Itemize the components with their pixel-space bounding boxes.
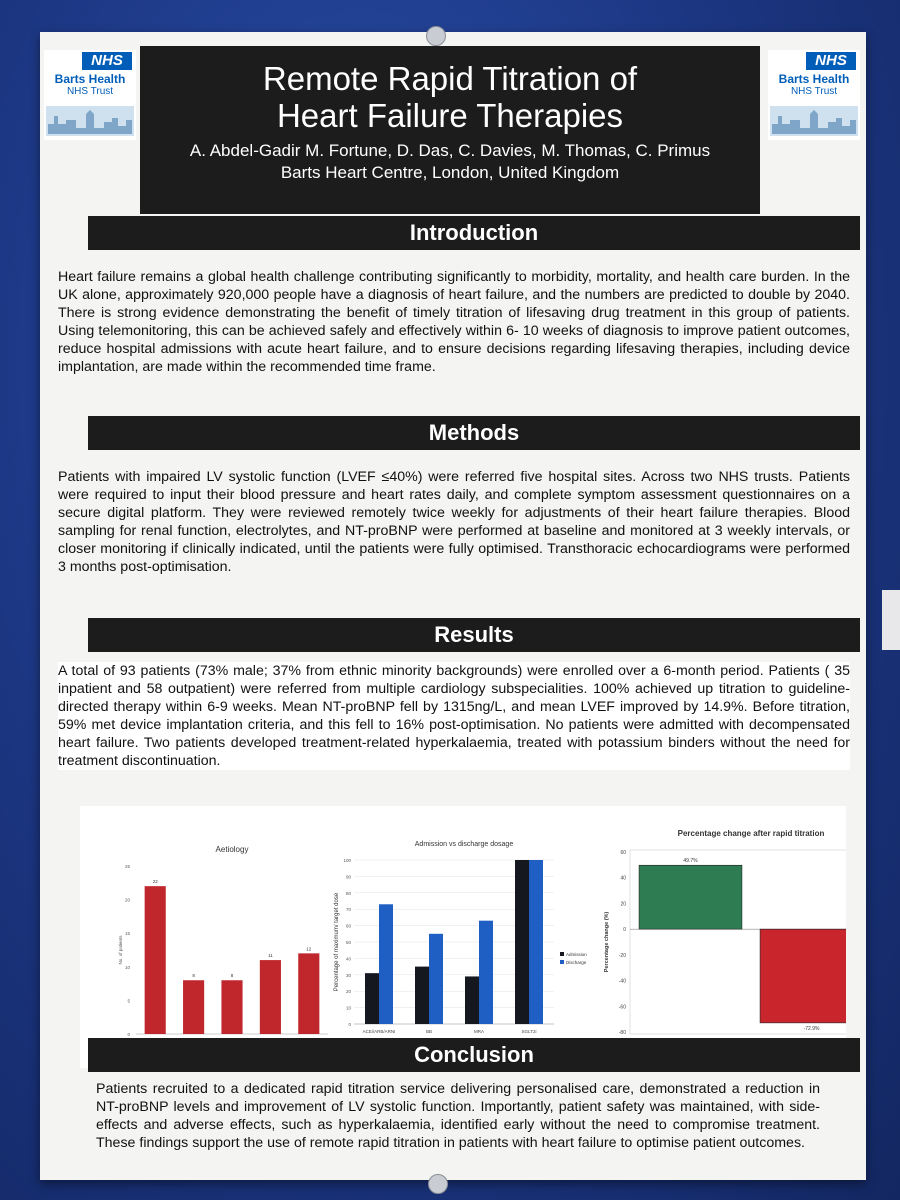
y-tick-label: 70 [346,907,352,912]
nhs-logo-right: NHS Barts Health NHS Trust [768,50,860,140]
poster-header: Remote Rapid Titration of Heart Failure … [140,46,760,214]
data-label: 49.7% [683,858,698,864]
pin [426,26,446,46]
legend-label: Admission [566,952,587,957]
y-axis-label: Percentage change (%) [604,912,610,973]
title-line-1: Remote Rapid Titration of [262,60,638,97]
board-clip [882,590,900,650]
conclusion-body: Patients recruited to a dedicated rapid … [96,1081,820,1151]
authors: A. Abdel-Gadir M. Fortune, D. Das, C. Da… [189,141,711,160]
logo-trust-name: NHS Trust [790,86,838,97]
legend-swatch [560,960,564,964]
bar [529,860,543,1024]
data-label: -72.9% [804,1026,820,1032]
results-body: A total of 93 patients (73% male; 37% fr… [58,662,850,770]
data-label: 11 [268,953,273,958]
chart-title: Aetiology [216,845,249,854]
y-tick-label: 20 [620,901,626,907]
introduction-body: Heart failure remains a global health ch… [58,269,850,375]
bar [365,973,379,1024]
poster: NHS Barts Health NHS Trust NHS Barts Hea… [40,26,873,1194]
bar [638,864,743,930]
bar [429,933,443,1024]
y-tick-label: -80 [619,1030,626,1036]
bar [221,980,243,1034]
logo-trust-name: NHS Trust [66,86,114,97]
methods-heading: Methods [88,416,860,450]
poster-title: Remote Rapid Titration of Heart Failure … [140,60,760,134]
y-tick-label: 25 [125,864,131,869]
bar [479,920,493,1024]
nhs-logo-left: NHS Barts Health NHS Trust [44,50,136,140]
y-tick-label: 80 [346,891,352,896]
logo-org-name: Barts Health [54,72,126,86]
y-axis-label: No. of patients [118,935,123,965]
introduction-heading: Introduction [88,216,860,250]
data-label: 8 [192,973,195,978]
y-tick-label: 20 [346,989,352,994]
y-tick-label: 0 [127,1032,130,1037]
bar [379,904,393,1024]
y-tick-label: -20 [619,953,626,959]
y-tick-label: 40 [620,876,626,882]
title-line-2: Heart Failure Therapies [276,97,624,134]
conclusion-heading: Conclusion [88,1038,860,1072]
data-label: 8 [231,973,234,978]
y-tick-label: 10 [346,1006,352,1011]
bar [144,886,166,1034]
y-tick-label: 50 [346,940,352,945]
nhs-mark: NHS [82,52,132,70]
y-tick-label: 5 [127,998,130,1003]
y-tick-label: -40 [619,979,626,985]
legend-label: Discharge [566,960,587,965]
data-label: 22 [153,879,159,884]
logo-org-name: Barts Health [778,72,850,86]
skyline-icon [770,106,858,136]
nhs-mark: NHS [806,52,856,70]
y-tick-label: 40 [346,956,352,961]
y-tick-label: 30 [346,973,352,978]
x-tick-label: MRA [474,1029,484,1034]
x-tick-label: SGLT2i [522,1029,537,1034]
y-tick-label: -60 [619,1004,626,1010]
y-tick-label: 15 [125,931,131,936]
y-axis-label: Percentage of maximum/ target dose [334,892,340,991]
methods-body: Patients with impaired LV systolic funct… [58,469,850,575]
pin [428,1174,448,1194]
skyline-icon [46,106,134,136]
y-tick-label: 0 [348,1022,351,1027]
y-tick-label: 10 [125,965,131,970]
x-tick-label: ACEi/ARB/ARNI [363,1029,396,1034]
y-tick-label: 90 [346,874,352,879]
y-tick-label: 60 [346,924,352,929]
y-tick-label: 60 [620,850,626,856]
bar [259,960,281,1034]
bar [515,860,529,1024]
bar [415,966,429,1024]
y-tick-label: 20 [125,898,131,903]
y-tick-label: 100 [343,858,351,863]
legend-swatch [560,952,564,956]
chart-title: Admission vs discharge dosage [415,841,514,848]
affiliation: Barts Heart Centre, London, United Kingd… [280,163,620,182]
results-heading: Results [88,618,860,652]
bar [759,928,864,1024]
y-tick-label: 0 [623,927,626,933]
bar [298,953,320,1034]
bar [183,980,205,1034]
data-label: 12 [306,946,312,951]
chart-title: Percentage change after rapid titration [678,829,825,838]
x-tick-label: BB [426,1029,432,1034]
bar [465,976,479,1024]
